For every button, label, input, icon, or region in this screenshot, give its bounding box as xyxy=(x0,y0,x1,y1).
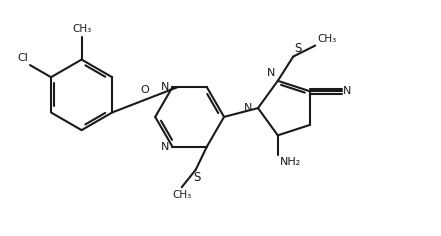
Text: O: O xyxy=(140,84,149,94)
Text: CH₃: CH₃ xyxy=(317,34,336,44)
Text: CH₃: CH₃ xyxy=(72,25,91,34)
Text: Cl: Cl xyxy=(17,53,28,63)
Text: NH₂: NH₂ xyxy=(280,157,301,167)
Text: S: S xyxy=(295,42,302,55)
Text: N: N xyxy=(244,103,253,113)
Text: N: N xyxy=(161,82,169,92)
Text: N: N xyxy=(161,142,169,152)
Text: CH₃: CH₃ xyxy=(172,190,191,200)
Text: N: N xyxy=(343,86,351,96)
Text: N: N xyxy=(267,68,276,78)
Text: S: S xyxy=(193,171,200,184)
